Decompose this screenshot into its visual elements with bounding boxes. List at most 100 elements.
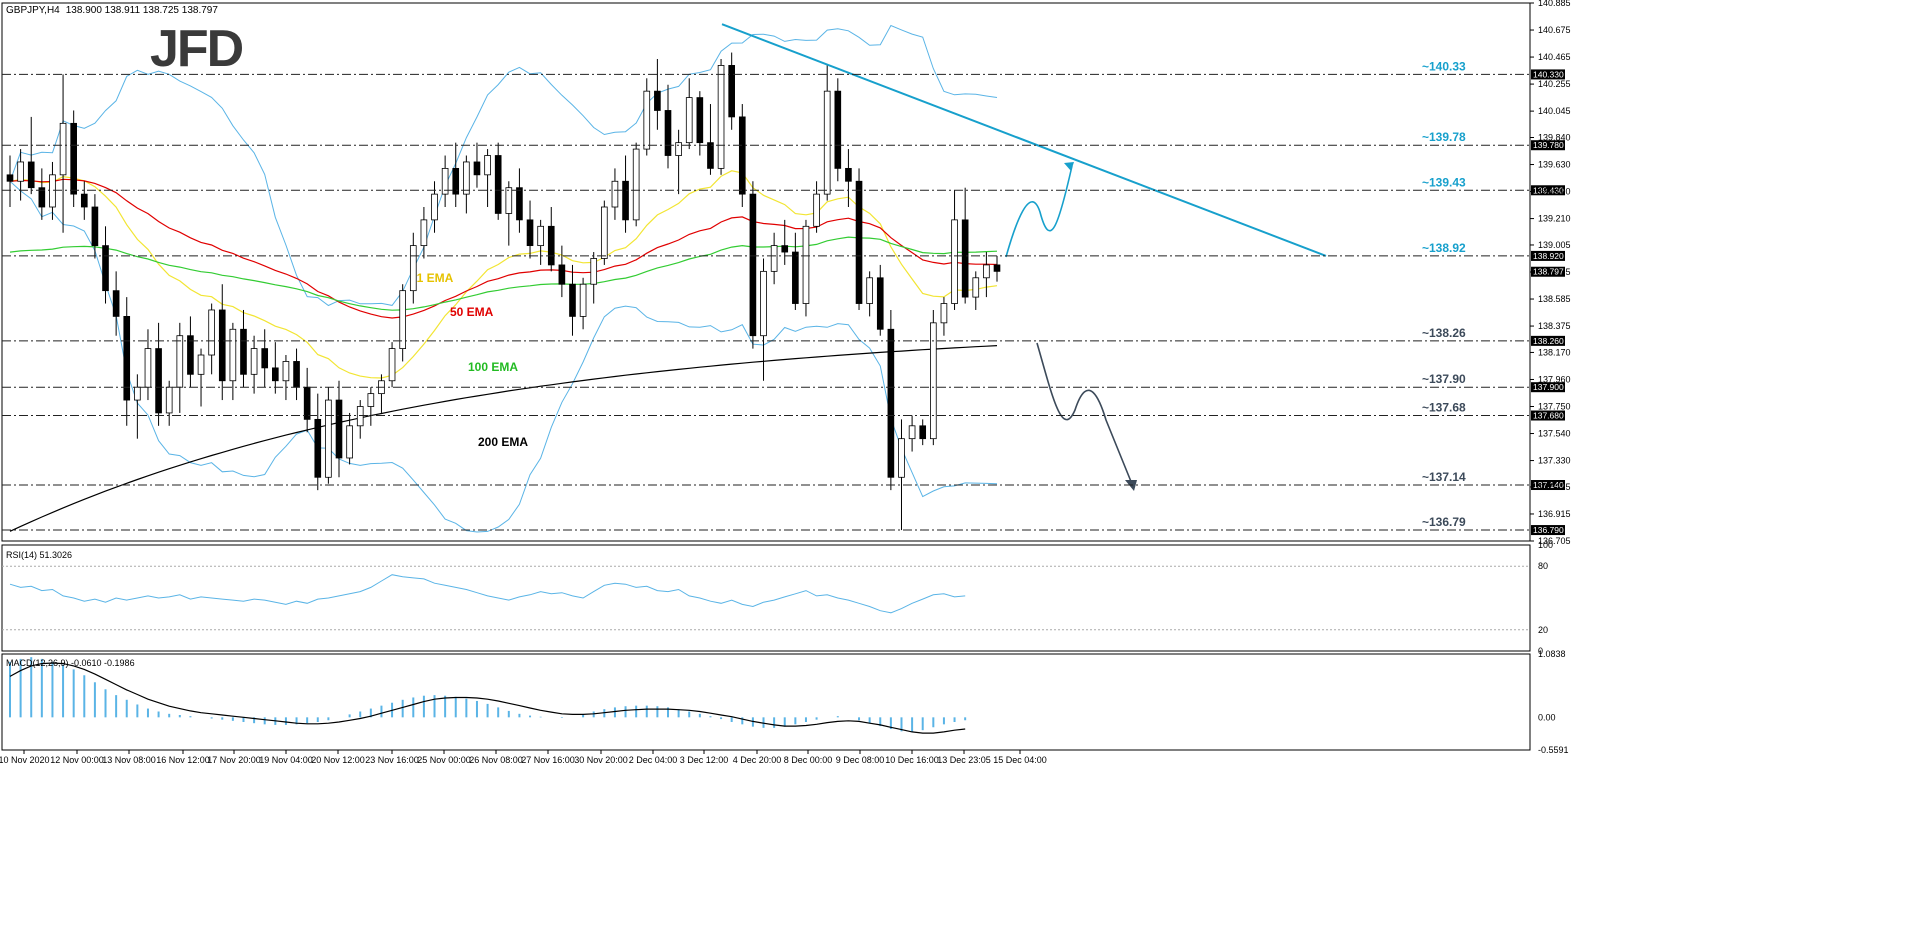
symbol-header: GBPJPY,H4 138.900 138.911 138.725 138.797 <box>6 5 218 16</box>
price-tick-label: 138.375 <box>1538 321 1571 331</box>
candle-body <box>208 309 215 356</box>
level-price-badge <box>1531 69 1565 80</box>
price-tick-label: 137.330 <box>1538 456 1571 466</box>
time-tick-label: 4 Dec 20:00 <box>733 755 782 765</box>
candle-body <box>17 161 24 182</box>
candle-body <box>250 348 258 375</box>
candle-body <box>144 348 152 388</box>
candle-body <box>303 386 311 420</box>
ema-200-line <box>9 345 998 532</box>
candle-body <box>845 167 852 182</box>
candle-body <box>590 258 598 285</box>
ema-100-line <box>9 236 998 311</box>
candle-body <box>930 322 937 440</box>
time-tick-label: 15 Dec 04:00 <box>993 755 1047 765</box>
candle-body <box>452 167 460 195</box>
candle-body <box>187 335 194 375</box>
candle-body <box>49 174 56 208</box>
candle-body <box>696 97 704 144</box>
macd-panel-frame <box>1 653 1531 751</box>
level-label: ~140.33 <box>1422 59 1466 73</box>
time-tick-label: 3 Dec 12:00 <box>680 755 729 765</box>
candle-body <box>728 65 735 118</box>
rsi-tick-label: 80 <box>1538 561 1548 571</box>
price-tick-label: 139.005 <box>1538 240 1571 250</box>
bullish-path-arrow <box>1005 165 1073 258</box>
candle-body <box>431 193 438 221</box>
candle-body <box>749 193 757 337</box>
price-tick-label: 139.630 <box>1538 160 1571 170</box>
level-price-badge-text: 139.430 <box>1533 185 1564 195</box>
time-tick-label: 27 Nov 16:00 <box>521 755 575 765</box>
level-label: ~139.78 <box>1422 130 1466 144</box>
level-price-badge <box>1531 140 1565 151</box>
time-tick-label: 19 Nov 04:00 <box>259 755 313 765</box>
candle-body <box>876 277 884 330</box>
candle-body <box>80 193 88 208</box>
rsi-tick-label: 100 <box>1538 540 1553 550</box>
candle-body <box>866 277 873 304</box>
candle-body <box>526 219 534 247</box>
candle-body <box>908 425 916 440</box>
candle-body <box>951 219 958 304</box>
candle-body <box>176 335 184 388</box>
candle-body <box>972 277 980 298</box>
candle-body <box>91 206 99 247</box>
candle-body <box>654 90 661 111</box>
time-tick-label: 30 Nov 20:00 <box>574 755 628 765</box>
candle-body <box>240 328 247 375</box>
candle-body <box>611 180 619 208</box>
price-tick-label: 137.750 <box>1538 402 1571 412</box>
candle-body <box>102 245 109 292</box>
level-price-badge-text: 137.680 <box>1533 411 1564 421</box>
price-tick-label: 140.675 <box>1538 25 1571 35</box>
candle-body <box>558 264 566 285</box>
price-tick-label: 139.420 <box>1538 187 1571 197</box>
level-label: ~139.43 <box>1422 175 1466 189</box>
downtrend-line[interactable] <box>721 23 1327 257</box>
time-tick-label: 9 Dec 08:00 <box>836 755 885 765</box>
candle-body <box>505 187 513 214</box>
bearish-path-arrow <box>1036 342 1133 485</box>
candle-body <box>770 245 778 272</box>
macd-label: MACD(12,26,9) -0.0610 -0.1986 <box>6 658 135 668</box>
price-tick-label: 138.170 <box>1538 347 1571 357</box>
candle-body <box>325 399 332 478</box>
candle-body <box>484 155 491 176</box>
price-tick-label: 140.885 <box>1538 0 1571 8</box>
candle-body <box>314 418 322 478</box>
candle-body <box>388 348 396 382</box>
price-tick-label: 136.705 <box>1538 536 1571 546</box>
candle-body <box>473 161 481 176</box>
ema-label: 50 EMA <box>450 305 494 319</box>
level-price-badge-text: 138.260 <box>1533 336 1564 346</box>
candle-body <box>823 90 831 195</box>
ema-label: 21 EMA <box>410 271 454 285</box>
candle-body <box>834 90 842 169</box>
candle-body <box>792 251 799 304</box>
level-price-badge <box>1531 335 1565 346</box>
price-tick-label: 137.125 <box>1538 482 1571 492</box>
level-price-badge-text: 140.330 <box>1533 69 1564 79</box>
time-tick-label: 25 Nov 00:00 <box>417 755 471 765</box>
candle-body <box>919 425 927 440</box>
level-price-badge <box>1531 480 1565 491</box>
candle-body <box>261 348 269 369</box>
rsi-panel-frame <box>1 544 1531 652</box>
level-price-badge <box>1531 410 1565 421</box>
price-tick-label: 140.255 <box>1538 79 1571 89</box>
time-tick-label: 13 Dec 23:05 <box>937 755 991 765</box>
candle-body <box>579 283 587 317</box>
time-tick-label: 8 Dec 00:00 <box>784 755 833 765</box>
candle-body <box>855 180 863 304</box>
candle-body <box>494 155 502 214</box>
candle-body <box>675 142 682 156</box>
candle-body <box>335 399 343 459</box>
candle-body <box>282 361 290 382</box>
candle-body <box>123 316 131 401</box>
candle-body <box>569 283 576 317</box>
level-price-badge <box>1531 250 1565 261</box>
time-tick-label: 10 Dec 16:00 <box>885 755 939 765</box>
candle-body <box>622 180 629 221</box>
